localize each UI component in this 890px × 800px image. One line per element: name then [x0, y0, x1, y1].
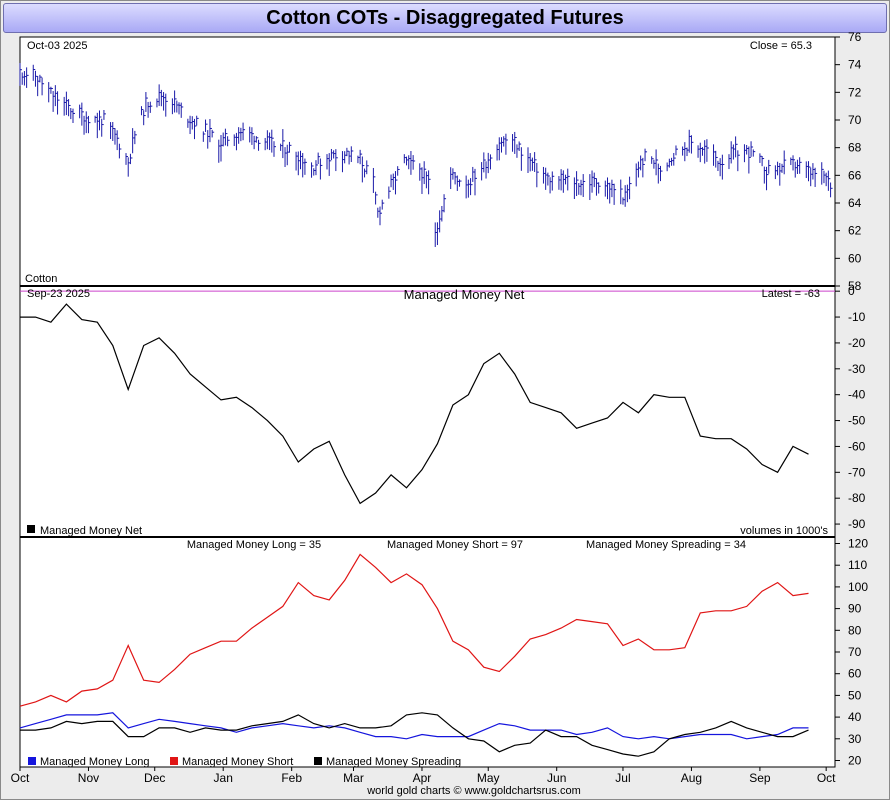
price-y-tick-label: 58 — [848, 279, 862, 293]
price-panel — [19, 36, 836, 287]
positions-panel — [19, 536, 836, 768]
volume-note: volumes in 1000's — [740, 525, 828, 537]
chart-title: Cotton COTs - Disaggregated Futures — [3, 3, 887, 33]
positions-y-tick-label: 50 — [848, 688, 862, 702]
net-y-tick-label: -90 — [848, 517, 866, 531]
price-y-tick-label: 70 — [848, 113, 862, 127]
net-date-label: Sep-23 2025 — [27, 288, 90, 300]
price-y-tick-label: 76 — [848, 30, 862, 44]
spreading-series-line — [20, 712, 809, 757]
net-panel — [19, 285, 836, 538]
net-y-tick-label: -50 — [848, 414, 866, 428]
short-header-label: Managed Money Short = 97 — [387, 539, 523, 551]
x-tick-label: Sep — [749, 771, 771, 785]
x-tick-label: May — [477, 771, 500, 785]
spreading-legend-label: Managed Money Spreading — [326, 756, 461, 768]
spreading-header-label: Managed Money Spreading = 34 — [586, 539, 746, 551]
net-y-tick-label: -10 — [848, 310, 866, 324]
positions-y-tick-label: 40 — [848, 710, 862, 724]
x-tick-label: Jan — [214, 771, 233, 785]
long-legend-swatch — [28, 757, 36, 765]
long-legend-label: Managed Money Long — [40, 756, 149, 768]
x-tick-label: Aug — [681, 771, 702, 785]
x-tick-label: Nov — [78, 771, 99, 785]
price-y-tick-label: 62 — [848, 224, 862, 238]
net-y-tick-label: 0 — [848, 284, 855, 298]
footer-credit: world gold charts © www.goldchartsrus.co… — [366, 785, 581, 797]
x-tick-label: Mar — [343, 771, 364, 785]
positions-y-tick-label: 70 — [848, 645, 862, 659]
price-y-tick-label: 74 — [848, 58, 862, 72]
positions-y-tick-label: 110 — [848, 558, 867, 572]
positions-y-tick-label: 80 — [848, 623, 862, 637]
net-legend-swatch — [27, 525, 35, 533]
positions-y-tick-label: 30 — [848, 732, 862, 746]
price-y-tick-label: 72 — [848, 85, 862, 99]
x-tick-label: Jul — [615, 771, 630, 785]
net-latest-label: Latest = -63 — [762, 288, 820, 300]
net-y-tick-label: -20 — [848, 336, 866, 350]
price-y-tick-label: 60 — [848, 251, 862, 265]
net-legend-label: Managed Money Net — [40, 525, 142, 537]
positions-y-tick-label: 90 — [848, 602, 862, 616]
price-y-tick-label: 64 — [848, 196, 862, 210]
net-panel-title: Managed Money Net — [404, 287, 525, 302]
price-y-tick-label: 68 — [848, 141, 862, 155]
positions-y-tick-label: 20 — [848, 753, 862, 767]
x-tick-label: Oct — [817, 771, 836, 785]
price-close-label: Close = 65.3 — [750, 40, 812, 52]
net-y-tick-label: -80 — [848, 491, 866, 505]
price-y-tick-label: 66 — [848, 168, 862, 182]
net-y-tick-label: -30 — [848, 362, 866, 376]
x-tick-label: Feb — [281, 771, 302, 785]
net-y-tick-label: -70 — [848, 465, 866, 479]
x-tick-label: Jun — [547, 771, 566, 785]
positions-y-tick-label: 60 — [848, 667, 862, 681]
long-header-label: Managed Money Long = 35 — [187, 539, 321, 551]
spreading-legend-swatch — [314, 757, 322, 765]
x-tick-label: Dec — [144, 771, 165, 785]
price-date-label: Oct-03 2025 — [27, 40, 88, 52]
x-tick-label: Oct — [11, 771, 30, 785]
short-series-line — [19, 553, 809, 707]
short-legend-swatch — [170, 757, 178, 765]
net-series-line — [20, 303, 809, 505]
price-series-label: Cotton — [25, 273, 57, 285]
net-y-tick-label: -40 — [848, 388, 866, 402]
positions-y-tick-label: 100 — [848, 580, 868, 594]
long-series-line — [19, 712, 809, 740]
x-tick-label: Apr — [413, 771, 432, 785]
short-legend-label: Managed Money Short — [182, 756, 293, 768]
net-y-tick-label: -60 — [848, 439, 866, 453]
positions-y-tick-label: 120 — [848, 537, 868, 551]
